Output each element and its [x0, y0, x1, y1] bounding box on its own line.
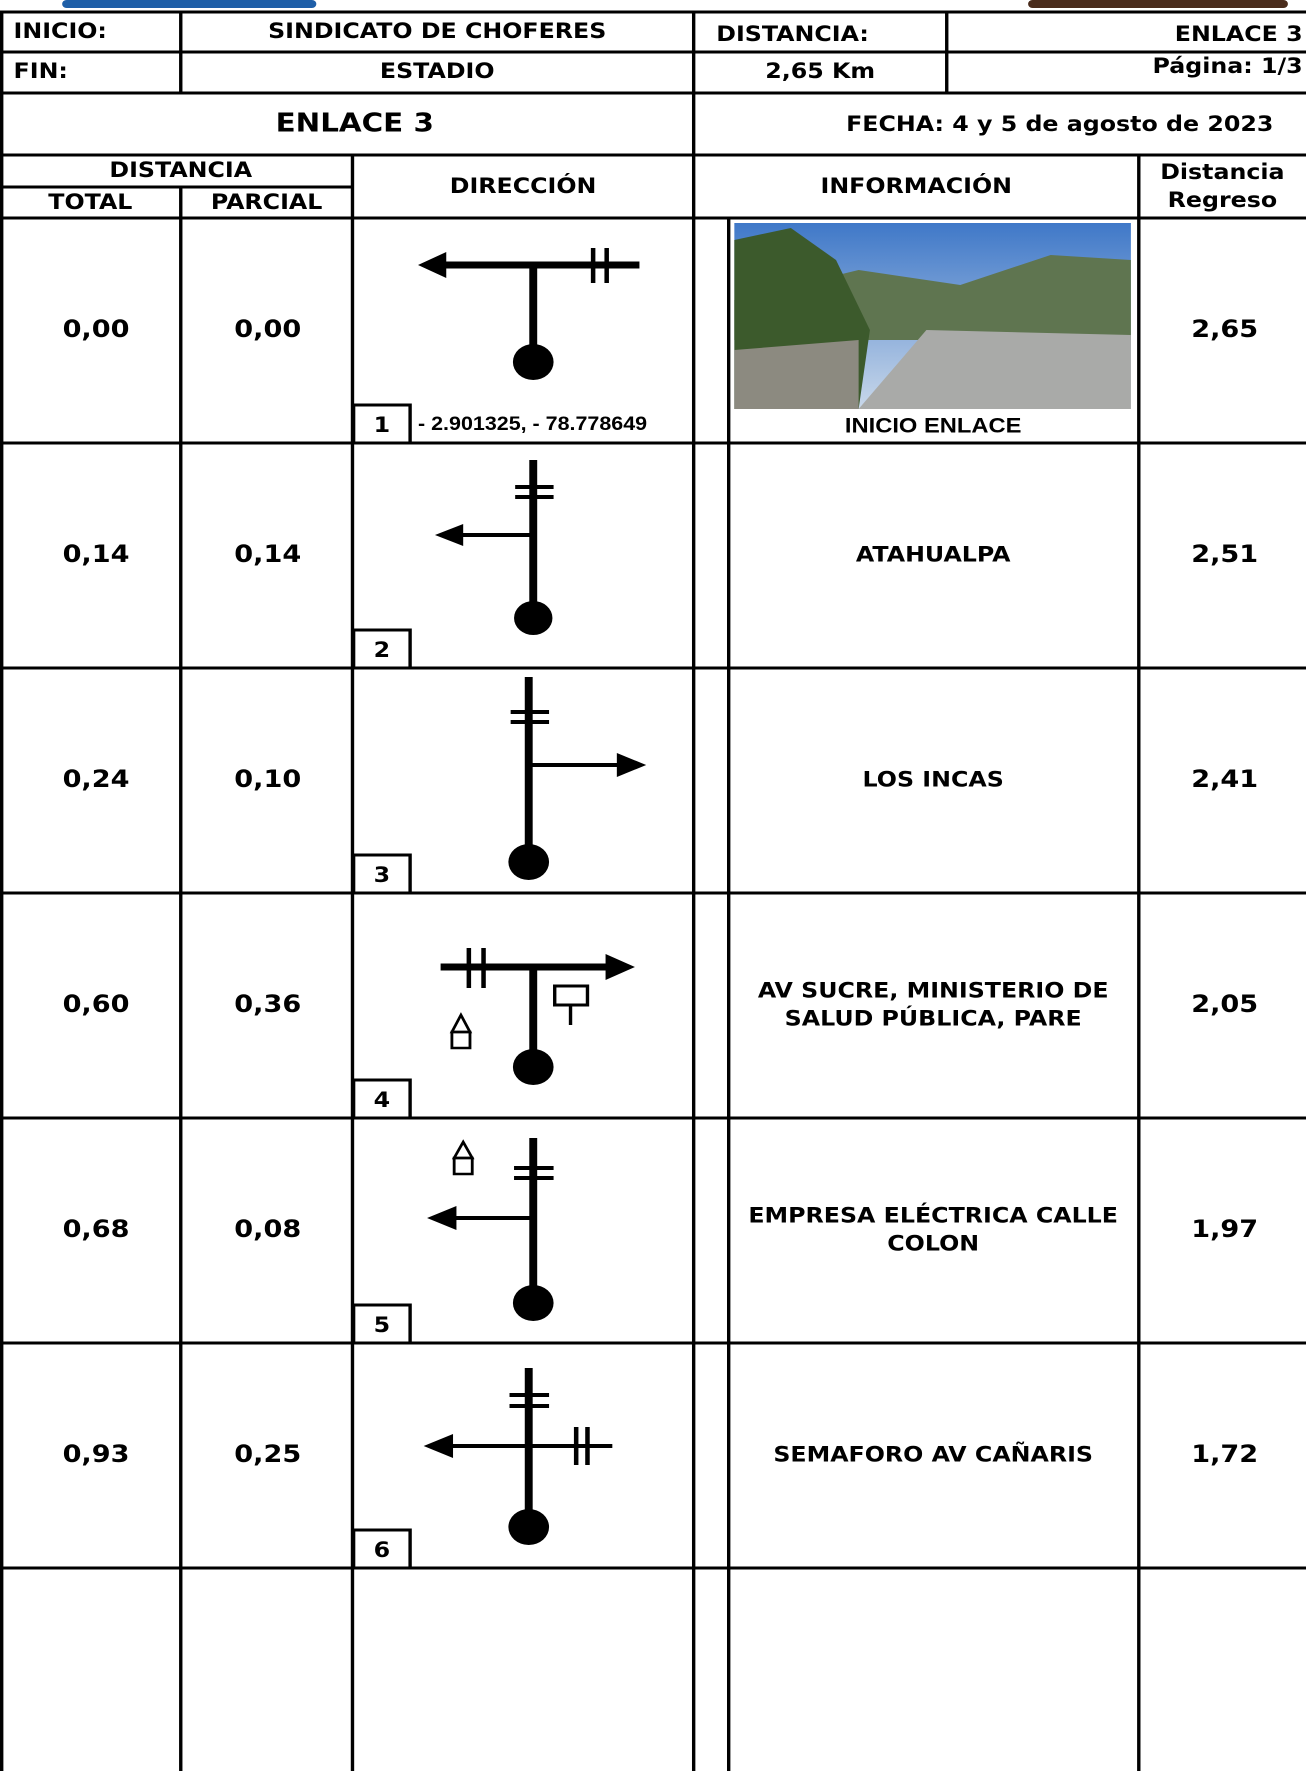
diagram-5: [427, 1138, 554, 1321]
info: SALUD PÚBLICA, PARE: [785, 1005, 1082, 1031]
step-box: [351, 628, 412, 670]
step-number: 1: [374, 413, 391, 437]
step-box: [351, 1303, 412, 1345]
step-number: 4: [374, 1088, 391, 1112]
parcial: 0,10: [234, 766, 301, 794]
value: SINDICATO DE CHOFERES: [268, 19, 606, 43]
regreso: 1,72: [1191, 1441, 1258, 1469]
parcial: 0,25: [234, 1441, 301, 1469]
diagram-3: [508, 677, 647, 880]
column-header: DIRECCIÓN: [450, 172, 597, 198]
logo-left: [62, 0, 317, 8]
info: EMPRESA ELÉCTRICA CALLE: [748, 1202, 1118, 1228]
total: 0,60: [63, 991, 130, 1019]
rows: 0,00 0,00 2,65 1 - 2.901325, - 78.778649 INIC…: [0, 316, 1306, 1570]
diagram-1: [418, 248, 640, 380]
info: INICIO ENLACE: [845, 414, 1022, 437]
info: SEMAFORO AV CAÑARIS: [773, 1441, 1093, 1467]
parcial: 0,08: [234, 1216, 301, 1244]
value: ENLACE 3: [1175, 22, 1303, 46]
step-number: 2: [374, 638, 391, 662]
column-header: INFORMACIÓN: [821, 172, 1012, 198]
diagram-6: [423, 1368, 613, 1545]
parcial: 0,36: [234, 991, 301, 1019]
total: 0,00: [63, 316, 130, 344]
step-number: 6: [374, 1538, 391, 1562]
step-box: [351, 403, 412, 445]
step-number: 3: [374, 863, 391, 887]
parcial: 0,14: [234, 541, 301, 569]
regreso: 2,41: [1191, 766, 1258, 794]
info: LOS INCAS: [863, 768, 1004, 792]
photo: [734, 223, 1131, 409]
step-box: [351, 853, 412, 895]
column-header: PARCIAL: [211, 190, 323, 214]
total: 0,24: [63, 766, 130, 794]
date: FECHA: 4 y 5 de agosto de 2023: [846, 112, 1273, 136]
logo-right: [1028, 0, 1288, 8]
column-header: Regreso: [1168, 188, 1278, 212]
step-box: [351, 1528, 412, 1570]
parcial: 0,00: [234, 316, 301, 344]
step-box: [351, 1078, 412, 1120]
info: COLON: [887, 1232, 979, 1256]
value: Página: 1/3: [1152, 54, 1302, 78]
regreso: 2,65: [1191, 316, 1258, 344]
header: INICIO: SINDICATO DE CHOFERES DISTANCIA:…: [14, 19, 1303, 214]
column-header: DISTANCIA: [109, 158, 252, 182]
regreso: 2,51: [1191, 541, 1258, 569]
label: DISTANCIA:: [716, 22, 869, 46]
step-number: 5: [374, 1313, 391, 1337]
label: FIN:: [14, 59, 68, 83]
title: ENLACE 3: [276, 107, 434, 138]
info: ATAHUALPA: [856, 543, 1011, 567]
total: 0,68: [63, 1216, 130, 1244]
regreso: 1,97: [1191, 1216, 1258, 1244]
total: 0,93: [63, 1441, 130, 1469]
diagram-2: [434, 460, 554, 635]
column-header: Distancia: [1160, 160, 1284, 184]
value: 2,65 Km: [765, 59, 875, 83]
regreso: 2,05: [1191, 991, 1258, 1019]
info: AV SUCRE, MINISTERIO DE: [758, 979, 1109, 1003]
total: 0,14: [63, 541, 130, 569]
diagram-4: [440, 948, 635, 1085]
coordinates: - 2.901325, - 78.778649: [418, 414, 647, 435]
value: ESTADIO: [380, 59, 495, 83]
label: INICIO:: [14, 19, 107, 43]
column-header: TOTAL: [48, 190, 132, 214]
diagrams: [418, 248, 647, 1545]
